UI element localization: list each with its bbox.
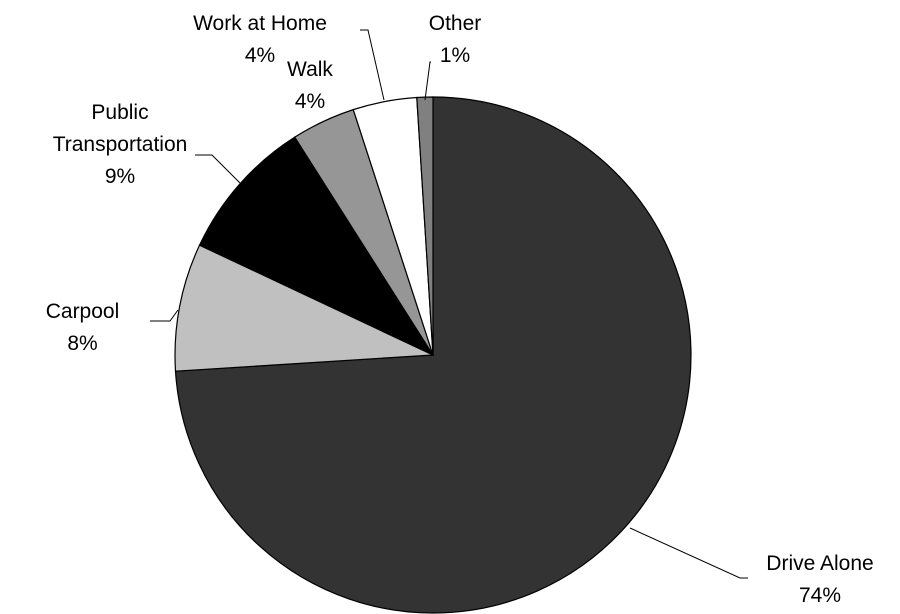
leader-line <box>360 29 385 101</box>
leader-line <box>424 61 431 101</box>
pie-slice <box>174 244 434 372</box>
pie-slice <box>198 136 435 357</box>
slice-label: Public Transportation 9% <box>45 97 195 193</box>
value-label: 1% <box>439 44 471 67</box>
value-label: 74% <box>798 584 842 607</box>
slice-label: Work at Home 4% <box>150 8 370 72</box>
category-label: Public Transportation <box>52 101 188 156</box>
leader-line <box>629 527 748 579</box>
category-label: Walk <box>287 58 333 81</box>
category-label: Carpool <box>45 300 120 323</box>
slice-label: Other 1% <box>400 8 510 72</box>
leader-line <box>195 154 241 184</box>
value-label: 4% <box>294 90 326 113</box>
value-label: 9% <box>104 165 136 188</box>
slice-label: Drive Alone 74% <box>740 548 900 612</box>
category-label: Work at Home <box>193 12 327 35</box>
value-label: 8% <box>67 332 98 355</box>
category-label: Drive Alone <box>766 552 874 575</box>
slice-label: Carpool 8% <box>20 296 145 360</box>
leader-line <box>150 309 179 322</box>
category-label: Other <box>428 12 482 35</box>
value-label: 4% <box>244 44 276 67</box>
slice-label: Walk 4% <box>270 54 350 118</box>
